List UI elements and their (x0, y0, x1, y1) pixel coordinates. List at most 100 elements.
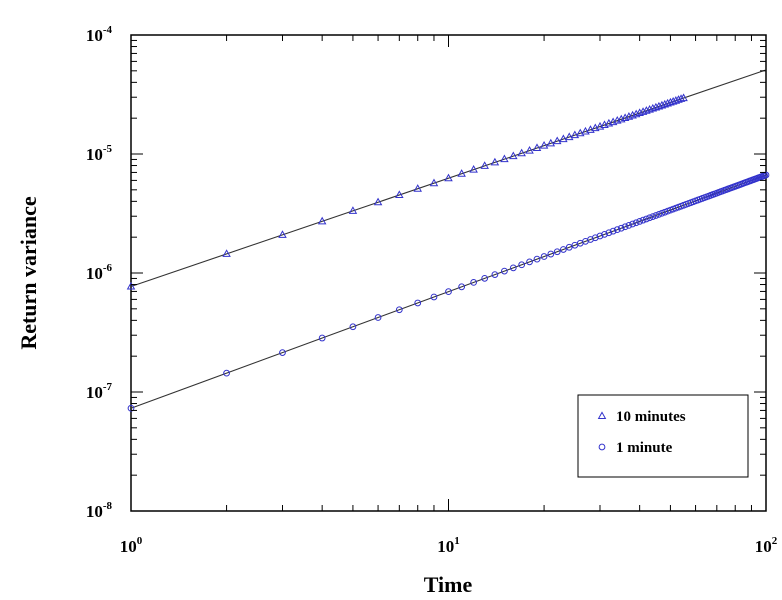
triangle-marker (645, 104, 654, 113)
circle-marker (458, 283, 466, 291)
triangle-marker (631, 109, 641, 118)
circle-marker (613, 226, 621, 234)
circle-marker (501, 267, 508, 275)
triangle-marker (469, 165, 478, 173)
triangle-marker (348, 206, 358, 214)
triangle-marker (676, 94, 686, 102)
triangle-marker (457, 169, 466, 177)
circle-marker (609, 227, 617, 235)
triangle-marker (575, 128, 585, 137)
legend-marker (597, 411, 607, 420)
circle-marker (605, 229, 613, 237)
circle-marker (374, 314, 382, 321)
triangle-marker (648, 103, 658, 112)
triangle-marker (660, 99, 670, 108)
triangle-marker (581, 126, 590, 135)
circle-marker (518, 261, 526, 269)
x-tick-labels: 100 101 102 (120, 535, 778, 556)
y-tick-label: 10-6 (86, 262, 113, 283)
triangle-marker (642, 106, 651, 114)
y-tick-label: 10-4 (86, 24, 113, 45)
triangle-marker (539, 140, 549, 149)
circle-marker (559, 246, 567, 253)
triangle-marker (666, 97, 675, 106)
circle-marker (445, 288, 452, 296)
triangle-marker (638, 107, 648, 115)
circle-marker (649, 213, 657, 220)
legend: 10 minutes 1 minute (577, 394, 749, 478)
triangle-marker (490, 157, 500, 166)
circle-marker (223, 369, 230, 377)
x-tick-label: 100 (120, 535, 143, 556)
fit-line (130, 174, 767, 409)
fit-lines (130, 69, 767, 409)
triangle-marker (525, 145, 534, 154)
triangle-marker (654, 101, 664, 110)
circle-marker (470, 279, 478, 286)
legend-marker (598, 443, 606, 451)
triangle-marker (668, 96, 678, 105)
triangle-marker (674, 95, 683, 103)
triangle-marker (663, 98, 672, 107)
circle-marker (491, 271, 499, 278)
circle-marker (430, 293, 438, 301)
triangle-marker (126, 281, 136, 290)
triangle-marker (657, 100, 667, 109)
circle-marker (621, 223, 629, 231)
triangle-marker (480, 161, 489, 169)
circle-marker (617, 224, 625, 232)
circle-marker (658, 209, 666, 217)
circle-marker (632, 219, 640, 227)
triangle-marker (395, 190, 404, 199)
y-axis-title: Return variance (16, 196, 41, 350)
x-tick-label: 101 (437, 535, 460, 556)
circle-marker (318, 334, 326, 342)
circle-marker (526, 258, 533, 266)
circle-marker (596, 232, 604, 240)
triangle-marker (429, 178, 439, 187)
triangle-marker (317, 216, 327, 225)
circle-marker (591, 234, 599, 242)
circle-marker (395, 306, 403, 314)
y-tick-label: 10-7 (86, 381, 113, 402)
circle-marker (601, 230, 608, 238)
triangle-marker (509, 151, 518, 160)
circle-marker (547, 250, 555, 258)
circle-marker (279, 349, 286, 357)
triangle-marker (679, 93, 688, 102)
circle-marker (636, 218, 644, 225)
triangle-marker (532, 143, 542, 152)
circle-marker (639, 216, 647, 224)
markers (126, 93, 770, 412)
triangle-marker (546, 138, 556, 147)
circle-marker (652, 212, 660, 219)
circle-marker (655, 210, 663, 218)
circle-marker (646, 214, 654, 222)
triangle-marker (552, 136, 562, 145)
circle-marker (540, 253, 548, 260)
circle-marker (661, 208, 669, 216)
triangle-marker (564, 132, 574, 141)
circle-marker (533, 255, 541, 263)
triangle-marker (413, 184, 423, 192)
axis-ticks (130, 35, 766, 512)
x-axis-title: Time (424, 572, 473, 597)
triangle-marker (500, 154, 509, 163)
triangle-marker (444, 173, 453, 182)
circle-marker (565, 243, 573, 251)
circle-marker (414, 299, 422, 307)
circle-marker (509, 264, 517, 272)
triangle-marker (517, 148, 526, 157)
triangle-marker (278, 230, 287, 238)
y-tick-label: 10-5 (86, 143, 113, 164)
triangle-marker (671, 96, 681, 104)
legend-label: 1 minute (616, 440, 673, 456)
triangle-marker (635, 108, 644, 117)
circle-marker (643, 215, 650, 223)
triangle-marker (651, 102, 661, 111)
triangle-marker (559, 134, 568, 143)
circle-marker (349, 323, 357, 331)
circle-marker (553, 248, 561, 256)
legend-label: 10 minutes (616, 409, 686, 425)
